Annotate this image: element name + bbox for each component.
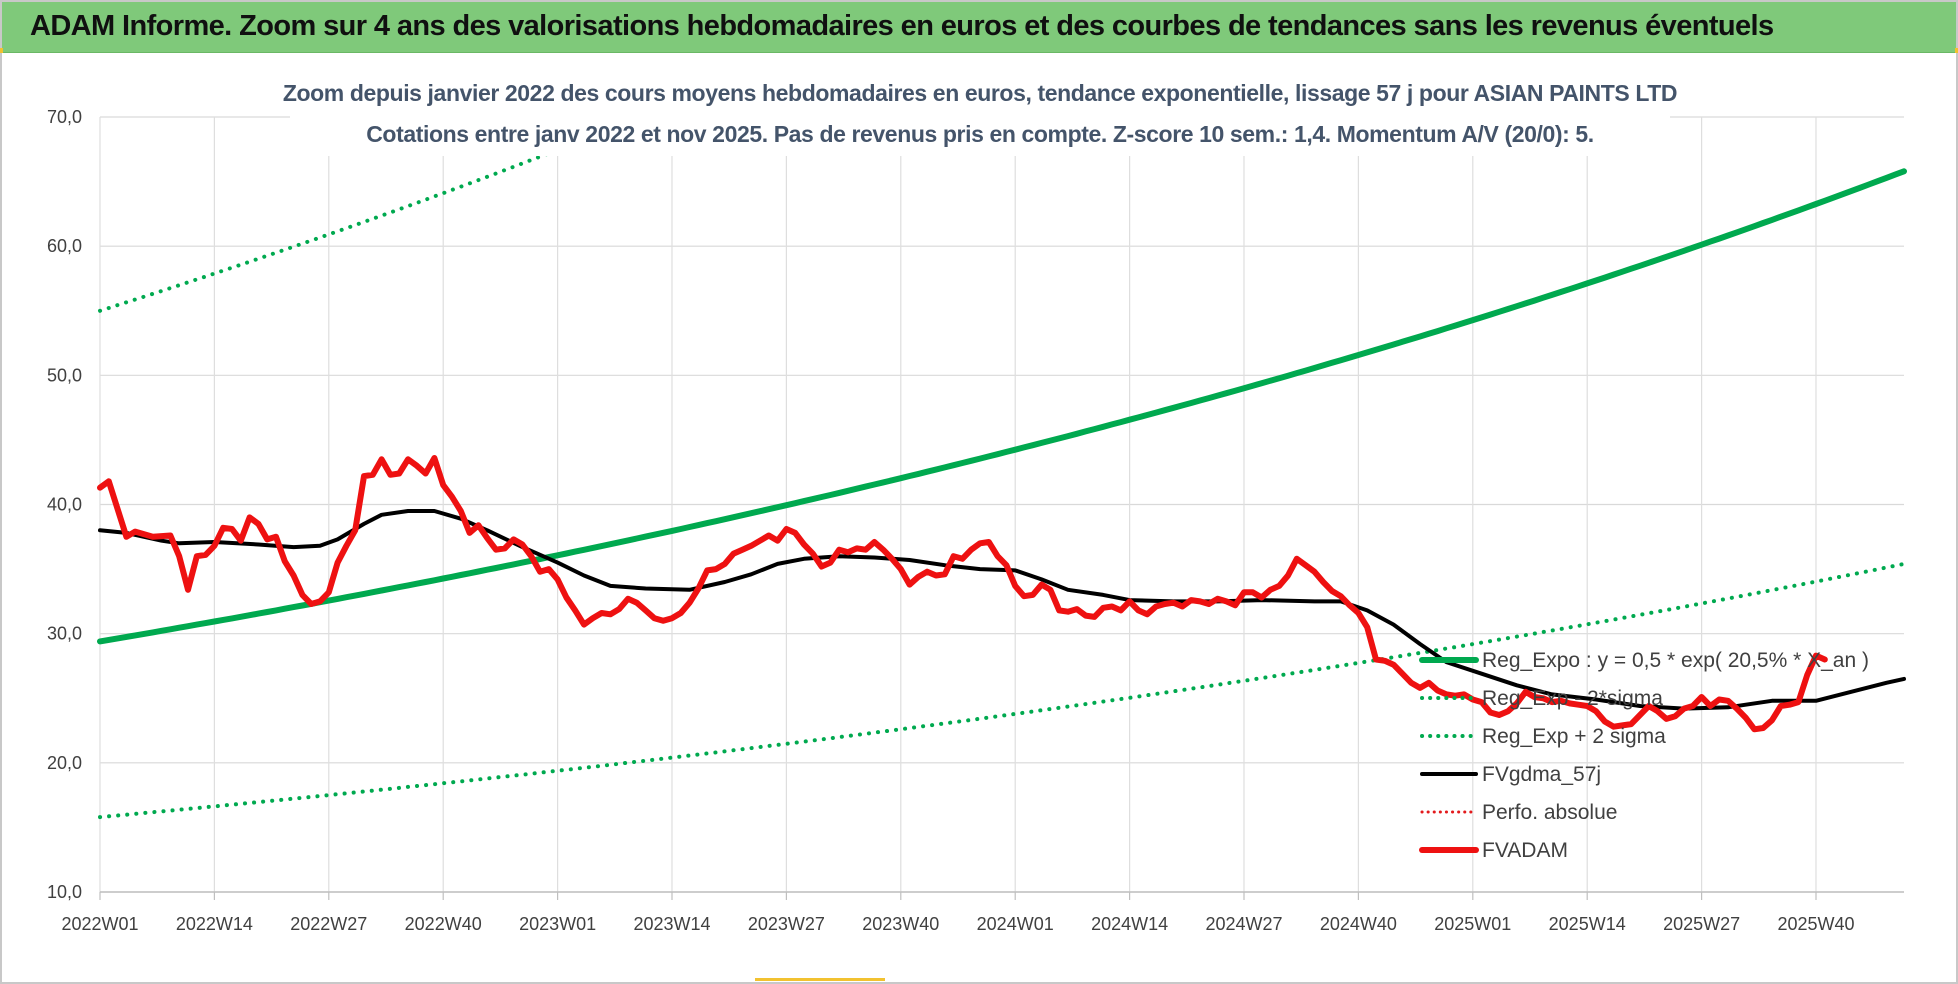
legend-label-0: Reg_Expo : y = 0,5 * exp( 20,5% * X_an ) (1482, 649, 1869, 672)
chart-subtitle-line1: Zoom depuis janvier 2022 des cours moyen… (283, 80, 1677, 106)
x-tick-label: 2022W40 (405, 914, 482, 934)
series-line-1 (98, 561, 1906, 820)
y-tick-label: 30,0 (47, 624, 82, 644)
x-tick-label: 2024W01 (977, 914, 1054, 934)
corner-accent-right (1955, 48, 1958, 53)
x-tick-label: 2024W27 (1205, 914, 1282, 934)
y-tick-label: 20,0 (47, 753, 82, 773)
bottom-accent (755, 978, 885, 981)
x-tick-label: 2023W01 (519, 914, 596, 934)
series-line-2 (98, 113, 656, 313)
legend-label-3: FVgdma_57j (1482, 763, 1601, 786)
x-tick-label: 2025W01 (1434, 914, 1511, 934)
x-tick-label: 2025W14 (1549, 914, 1626, 934)
x-tick-label: 2025W40 (1777, 914, 1854, 934)
x-tick-label: 2022W14 (176, 914, 253, 934)
x-tick-label: 2024W40 (1320, 914, 1397, 934)
x-tick-label: 2023W40 (862, 914, 939, 934)
series-line-3 (98, 509, 1906, 711)
chart-subtitle-line2: Cotations entre janv 2022 et nov 2025. P… (366, 121, 1594, 147)
x-tick-label: 2024W14 (1091, 914, 1168, 934)
y-tick-label: 60,0 (47, 236, 82, 256)
x-tick-label: 2023W27 (748, 914, 825, 934)
series-line-5 (97, 455, 1828, 733)
x-tick-label: 2025W27 (1663, 914, 1740, 934)
legend-label-1: Reg_Exp - 2*sigma (1482, 687, 1663, 710)
legend-label-2: Reg_Exp + 2 sigma (1482, 725, 1666, 748)
subtitle-background (290, 74, 1670, 156)
report-banner: ADAM Informe. Zoom sur 4 ans des valoris… (2, 2, 1956, 53)
y-tick-label: 10,0 (47, 882, 82, 902)
legend-label-5: FVADAM (1482, 839, 1568, 862)
series-line-0 (97, 168, 1907, 645)
legend-label-4: Perfo. absolue (1482, 801, 1617, 824)
y-tick-label: 40,0 (47, 495, 82, 515)
report-title: ADAM Informe. Zoom sur 4 ans des valoris… (30, 10, 1774, 42)
corner-accent-left (0, 48, 3, 53)
x-tick-label: 2022W27 (290, 914, 367, 934)
y-tick-label: 50,0 (47, 365, 82, 385)
x-tick-label: 2022W01 (61, 914, 138, 934)
x-tick-label: 2023W14 (633, 914, 710, 934)
y-tick-label: 70,0 (47, 107, 82, 127)
